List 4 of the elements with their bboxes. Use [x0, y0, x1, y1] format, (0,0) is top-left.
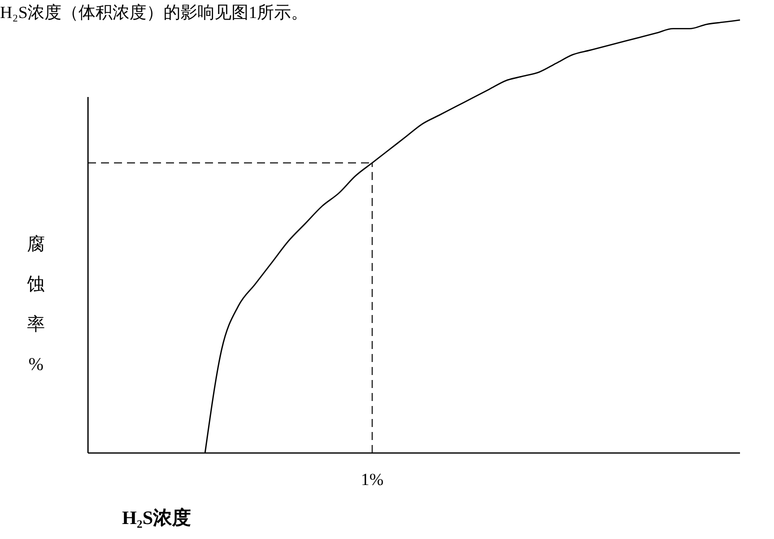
x-axis-title: H₂S浓度	[122, 507, 192, 529]
y-axis-title: 腐蚀率%	[27, 234, 45, 374]
chart-title: H₂S浓度（体积浓度）的影响见图1所示。	[0, 3, 308, 22]
text: 1%	[360, 470, 384, 489]
